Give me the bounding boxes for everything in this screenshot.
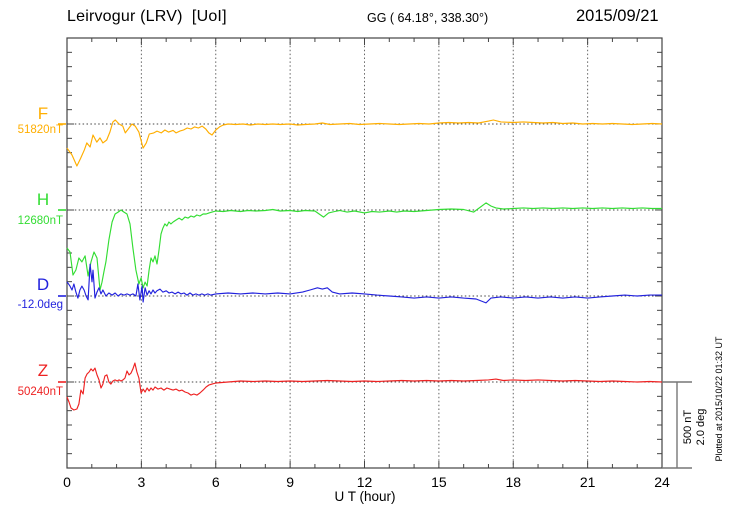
x-axis-title: U T (hour) (334, 489, 396, 504)
trace-letter-Z: Z (37, 361, 49, 380)
trace-basevalue-F: 51820nT (17, 124, 63, 136)
trace-basevalue-D: -12.0deg (17, 299, 63, 311)
x-tick-label: 24 (654, 474, 670, 490)
trace-letter-H: H (36, 190, 50, 209)
x-tick-label: 3 (137, 474, 145, 490)
date-label: 2015/09/21 (576, 7, 659, 25)
x-tick-label: 6 (212, 474, 220, 490)
trace-H (66, 202, 662, 291)
plotted-at-note: Plotted at 2015/10/22 01:32 UT (714, 336, 724, 462)
page-title: Leirvogur (LRV) [UoI] (67, 8, 227, 25)
x-tick-label: 9 (286, 474, 294, 490)
scalebar-label-deg: 2.0 deg (695, 408, 707, 446)
trace-letter-F: F (37, 104, 49, 123)
scalebar-label-nt: 500 nT (682, 409, 694, 445)
trace-Z (66, 362, 663, 411)
x-tick-label: 18 (505, 474, 521, 490)
trace-F (66, 119, 663, 167)
x-tick-label: 15 (431, 474, 447, 490)
trace-basevalue-H: 12680nT (17, 215, 63, 227)
trace-letter-D: D (36, 275, 50, 294)
geographic-coordinates-label: GG ( 64.18°, 338.30°) (367, 11, 489, 25)
x-tick-label: 12 (357, 474, 373, 490)
trace-basevalue-Z: 50240nT (17, 386, 63, 398)
trace-D (66, 263, 662, 304)
x-tick-label: 0 (63, 474, 71, 490)
x-tick-label: 21 (580, 474, 596, 490)
